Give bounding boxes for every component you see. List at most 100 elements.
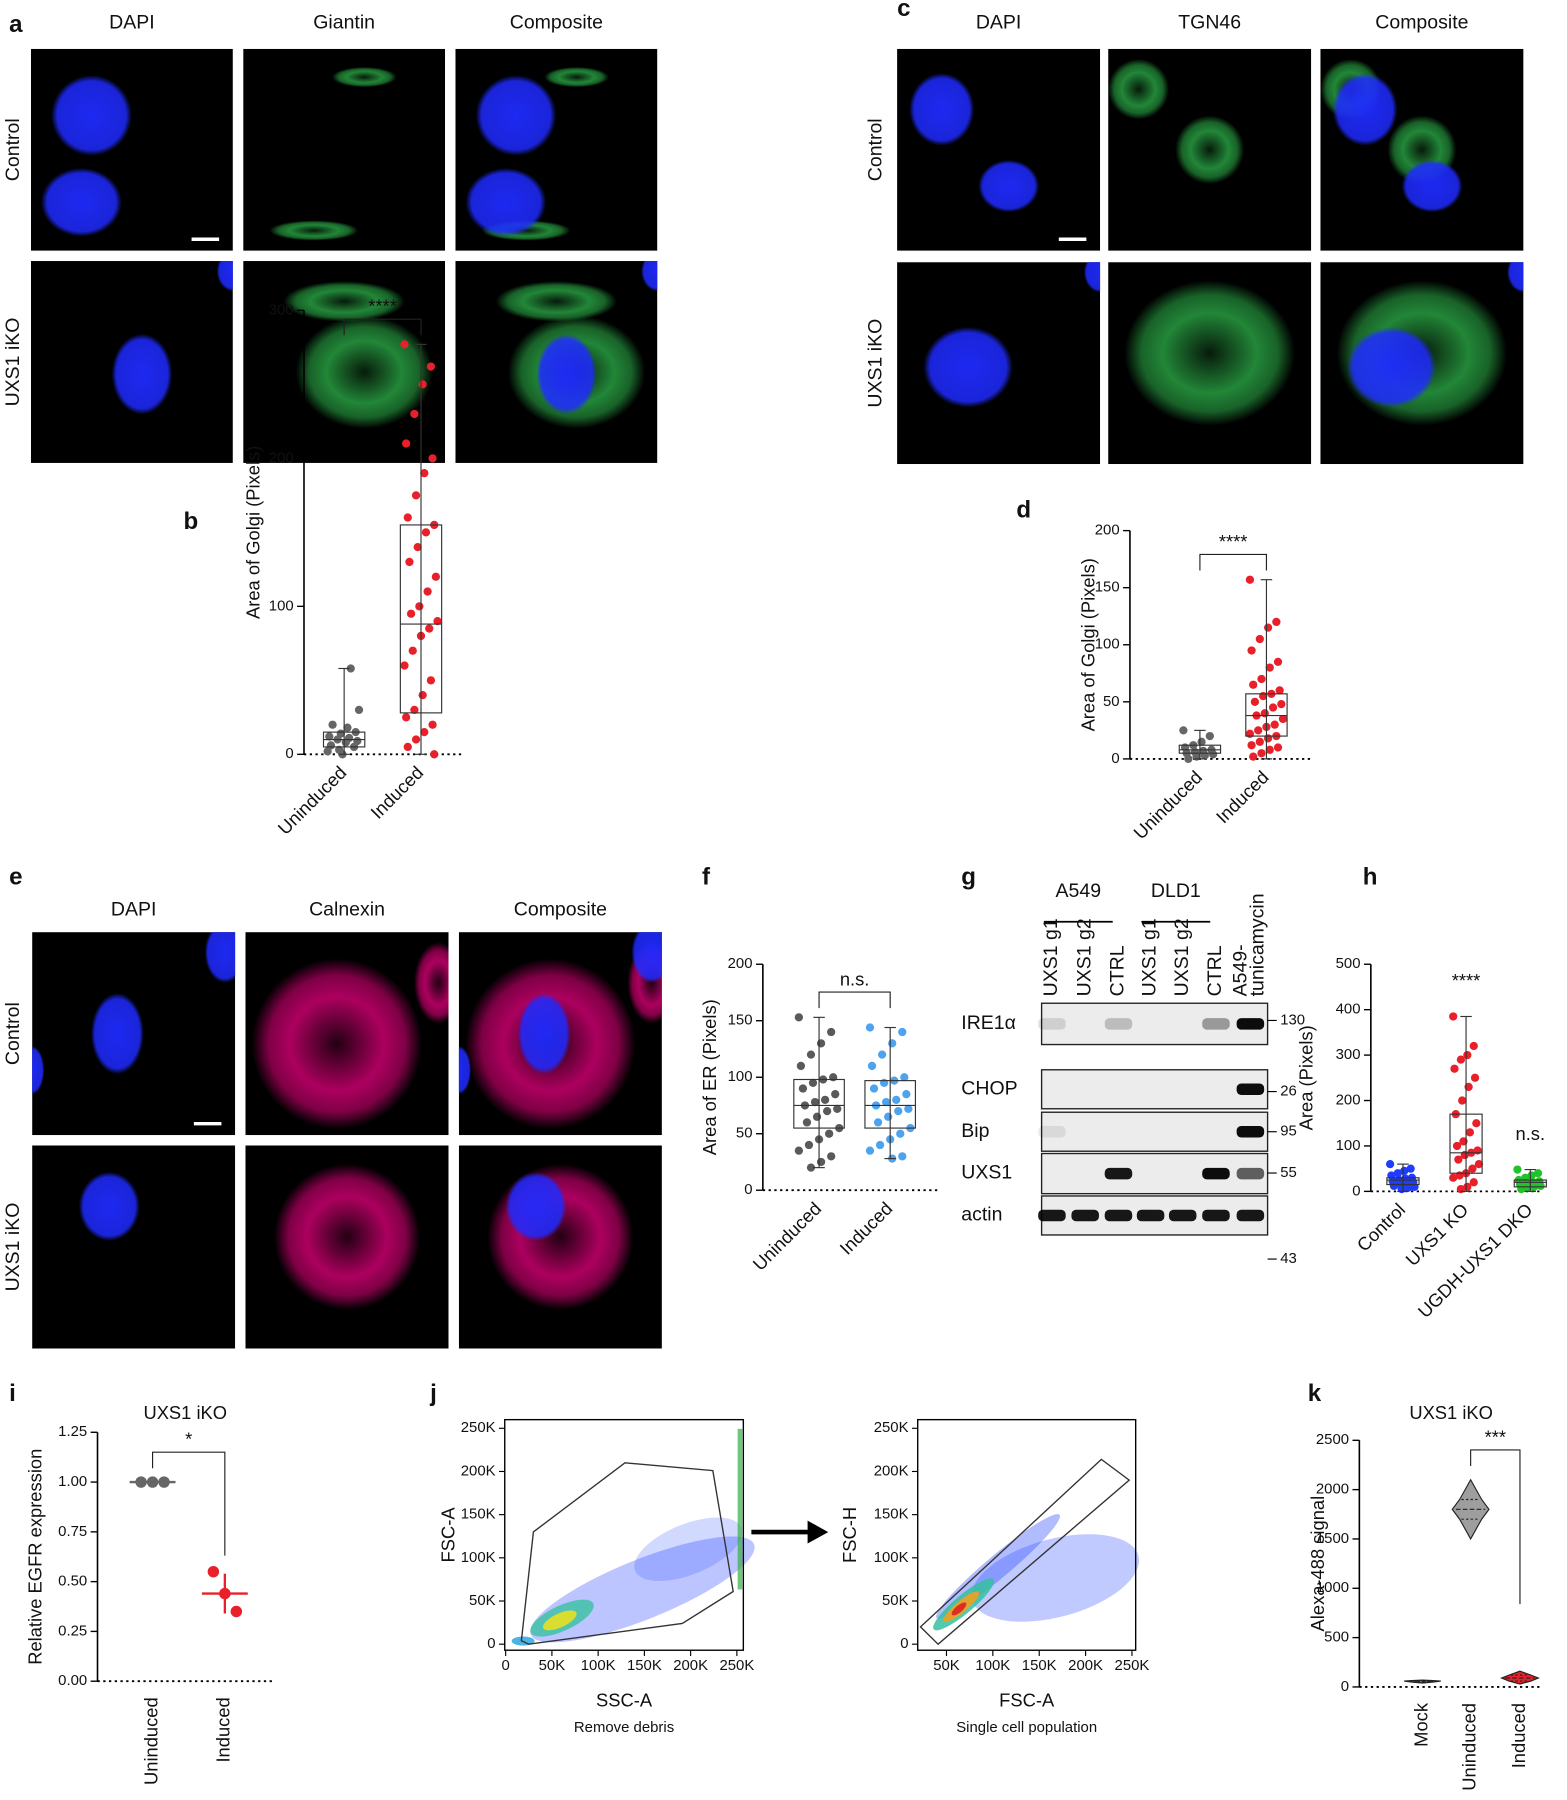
band (1038, 1209, 1066, 1222)
data-point (1247, 646, 1256, 655)
data-point (1263, 623, 1273, 632)
data-point (354, 705, 364, 715)
data-point (1456, 1055, 1466, 1064)
blot-row-label: Bip (961, 1120, 989, 1142)
y-tick-label: 150K (874, 1507, 909, 1523)
data-point (865, 1023, 875, 1032)
y-tick-label: 0 (1341, 1679, 1349, 1695)
size-marker: 43 (1280, 1251, 1297, 1267)
y-tick-label: 250K (461, 1420, 496, 1436)
data-point (898, 1152, 907, 1161)
data-point (1179, 726, 1188, 735)
micrograph (458, 932, 662, 1136)
data-point (411, 735, 421, 744)
data-point (802, 1118, 812, 1127)
data-point (1277, 699, 1286, 709)
column-header: Giantin (313, 12, 375, 34)
data-point (413, 543, 422, 552)
data-point (428, 454, 437, 463)
data-point (420, 469, 429, 478)
data-point (1184, 754, 1193, 764)
caption: Single cell population (956, 1720, 1097, 1736)
data-point (346, 664, 355, 673)
data-point (888, 1039, 897, 1048)
data-point (230, 1605, 243, 1618)
data-point (1527, 1171, 1536, 1180)
nucleus (51, 75, 132, 156)
data-point (1255, 737, 1264, 746)
y-axis-label: Area of Golgi (Pixels) (243, 446, 264, 619)
y-tick-label: 500 (1324, 1630, 1349, 1646)
nucleus (204, 932, 236, 983)
data-point (1265, 663, 1274, 672)
column-header: Composite (514, 898, 607, 920)
stain (251, 958, 423, 1130)
panel-letter: d (1016, 496, 1031, 523)
data-point (1265, 745, 1274, 754)
y-tick-label: 0.75 (58, 1524, 87, 1540)
data-point (326, 741, 336, 750)
data-point (1470, 1073, 1480, 1082)
data-point (902, 1090, 911, 1099)
data-point (1389, 1181, 1399, 1191)
data-point (408, 646, 417, 655)
blot-strip (1040, 1111, 1269, 1152)
data-point (403, 742, 412, 752)
row-label: UXS1 iKO (2, 318, 24, 407)
y-tick-label: 0 (1352, 1183, 1360, 1199)
data-point (421, 528, 431, 537)
stain (269, 220, 359, 241)
nucleus (1332, 73, 1398, 146)
data-point (418, 690, 427, 700)
data-point (403, 513, 412, 522)
data-point (865, 1146, 875, 1155)
nucleus (32, 1045, 45, 1095)
micrograph (897, 262, 1101, 465)
data-point (344, 733, 354, 743)
x-tick-label: 100K (975, 1658, 1010, 1674)
band (1104, 1209, 1133, 1222)
data-point (1454, 1155, 1463, 1164)
row-label: Control (2, 118, 24, 181)
micrograph (455, 261, 658, 463)
data-point (426, 362, 436, 371)
nucleus (475, 75, 557, 156)
data-point (879, 1078, 889, 1088)
gate (520, 1462, 734, 1645)
data-point (1458, 1096, 1467, 1105)
data-point (875, 1140, 885, 1150)
blot-row-label: UXS1 (961, 1162, 1012, 1184)
x-tick-label: 250K (1115, 1658, 1150, 1674)
data-point (896, 1129, 905, 1138)
size-marker: 95 (1280, 1124, 1297, 1140)
data-point (1273, 657, 1283, 667)
nucleus (978, 159, 1040, 213)
gating-arrow (751, 1520, 829, 1544)
x-tick-label: Induced (1508, 1703, 1529, 1768)
chart-title: UXS1 iKO (143, 1402, 227, 1423)
column-header: Calnexin (309, 898, 385, 920)
band (1168, 1209, 1197, 1222)
band (1038, 1125, 1066, 1138)
y-tick-label: 50K (882, 1593, 909, 1609)
data-point (829, 1073, 838, 1082)
band (1136, 1209, 1165, 1222)
nucleus (458, 1045, 472, 1095)
nucleus (91, 993, 144, 1075)
data-point (410, 409, 419, 419)
stain (283, 281, 405, 322)
y-tick-label: 100 (728, 1069, 753, 1085)
panel-letter: c (897, 0, 910, 22)
data-point (1468, 1164, 1477, 1173)
data-point (1450, 1064, 1459, 1073)
y-tick-label: 50 (1103, 694, 1120, 710)
significance: *** (1485, 1426, 1506, 1447)
y-tick-label: 200 (728, 956, 753, 972)
stain (495, 281, 617, 322)
y-tick-label: 200K (461, 1463, 496, 1479)
data-point (1263, 734, 1273, 743)
significance: * (185, 1429, 192, 1450)
x-tick-label: 50K (539, 1658, 566, 1674)
data-point (823, 1107, 832, 1116)
nucleus (517, 993, 571, 1075)
